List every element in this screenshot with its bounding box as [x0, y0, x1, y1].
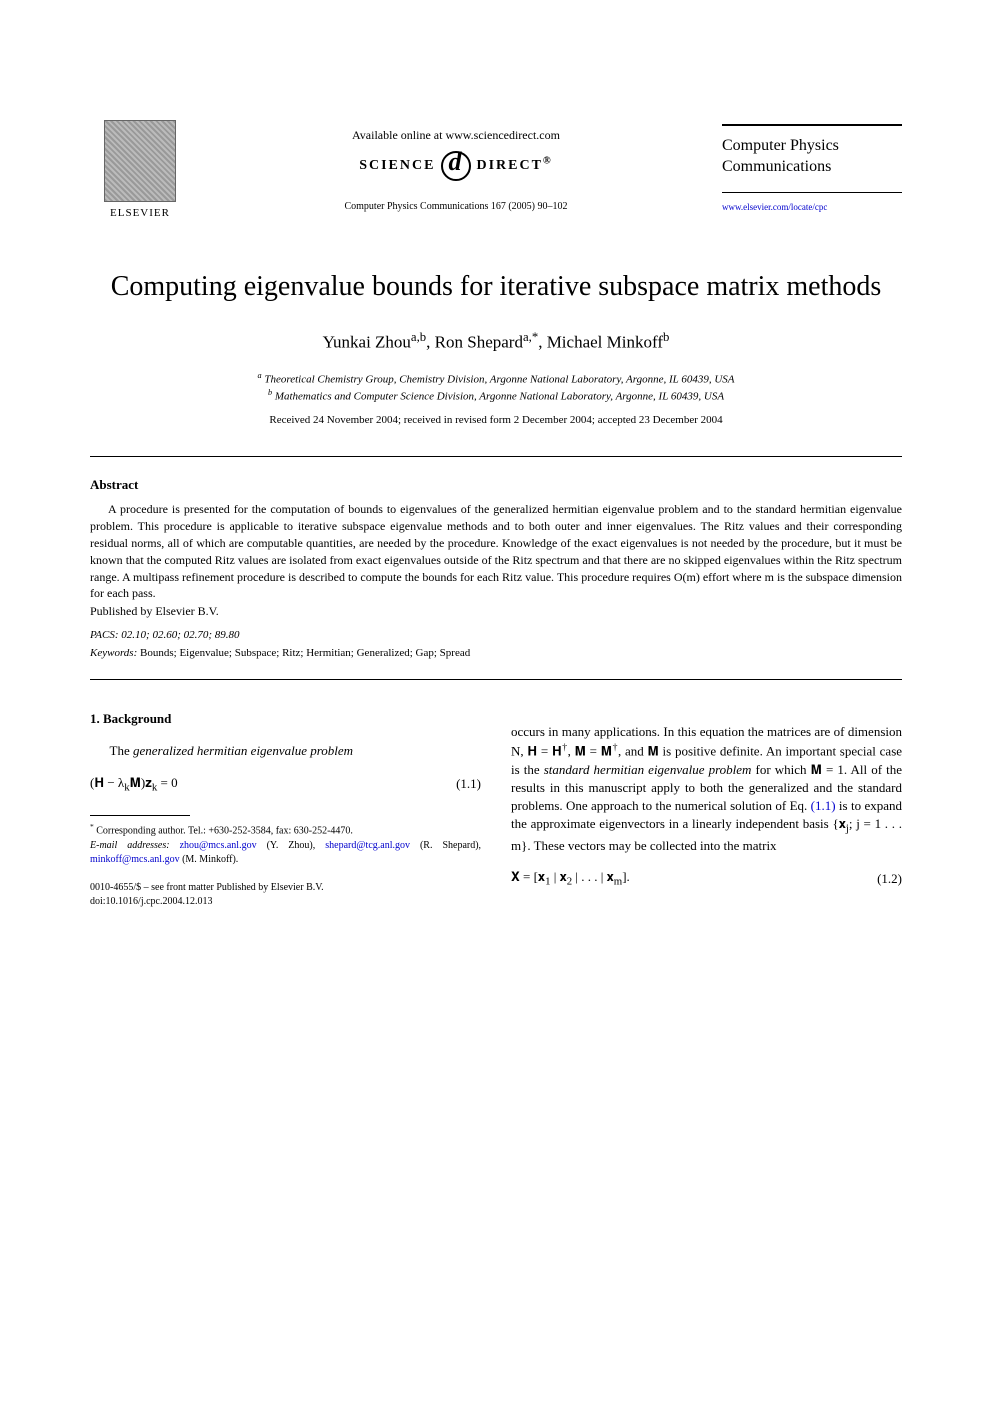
- journal-reference: Computer Physics Communications 167 (200…: [190, 201, 722, 212]
- header-right: Computer Physics Communications www.else…: [722, 124, 902, 216]
- affil-b-sup: b: [268, 388, 272, 397]
- author-3-affil: b: [663, 330, 669, 344]
- footnote-emails: E-mail addresses: zhou@mcs.anl.gov (Y. Z…: [90, 839, 481, 867]
- journal-url-link[interactable]: www.elsevier.com/locate/cpc: [722, 202, 827, 212]
- left-column: 1. Background The The generalized hermit…: [90, 710, 481, 908]
- section-1-heading: 1. Background: [90, 710, 481, 728]
- equation-1-1: (𝐇 − λk𝐌)𝐳k = 0 (1.1): [90, 774, 481, 796]
- right-col-p1: occurs in many applications. In this equ…: [511, 723, 902, 855]
- paper-page: ELSEVIER Available online at www.science…: [0, 0, 992, 969]
- email-3[interactable]: minkoff@mcs.anl.gov: [90, 854, 180, 865]
- eq-1-2-num: (1.2): [877, 870, 902, 888]
- authors-line: Yunkai Zhoua,b, Ron Sheparda,*, Michael …: [90, 330, 902, 353]
- email-1[interactable]: zhou@mcs.anl.gov: [180, 840, 257, 851]
- pacs-line: PACS: 02.10; 02.60; 02.70; 89.80: [90, 629, 902, 641]
- affiliation-a: a Theoretical Chemistry Group, Chemistry…: [90, 371, 902, 386]
- sd-left: SCIENCE: [359, 158, 435, 173]
- eqref-1-1[interactable]: (1.1): [811, 798, 836, 813]
- footnote-corr-text: Corresponding author. Tel.: +630-252-358…: [96, 826, 353, 837]
- email-3-name: (M. Minkoff).: [182, 854, 238, 865]
- abstract-text: A procedure is presented for the computa…: [90, 501, 902, 602]
- two-column-body: 1. Background The The generalized hermit…: [90, 710, 902, 908]
- footnote-corresponding: * Corresponding author. Tel.: +630-252-3…: [90, 822, 481, 838]
- doi-line-1: 0010-4655/$ – see front matter Published…: [90, 881, 481, 895]
- sd-reg: ®: [543, 155, 553, 166]
- affil-a-sup: a: [257, 371, 261, 380]
- eq-1-1-num: (1.1): [456, 775, 481, 793]
- equation-1-2: 𝐗 = [𝐱1 | 𝐱2 | . . . | 𝐱m]. (1.2): [511, 868, 902, 890]
- bottom-rule: [722, 192, 902, 193]
- elsevier-block: ELSEVIER: [90, 120, 190, 219]
- email-1-name: (Y. Zhou),: [267, 840, 316, 851]
- sciencedirect-at-icon: d: [441, 151, 471, 181]
- manuscript-dates: Received 24 November 2004; received in r…: [90, 414, 902, 426]
- eq-1-2-body: 𝐗 = [𝐱1 | 𝐱2 | . . . | 𝐱m].: [511, 868, 630, 890]
- author-2-affil: a,: [523, 330, 532, 344]
- author-3: Michael Minkoff: [547, 333, 663, 352]
- email-2-name: (R. Shepard),: [420, 840, 481, 851]
- available-online-text: Available online at www.sciencedirect.co…: [190, 128, 722, 143]
- footnote-star: *: [90, 822, 94, 831]
- top-rule: [722, 124, 902, 126]
- section-1-p1: The The generalized hermitian eigenvalue…: [90, 742, 481, 760]
- abstract-heading: Abstract: [90, 477, 902, 493]
- author-2: Ron Shepard: [435, 333, 523, 352]
- journal-name-line1: Computer Physics: [722, 136, 902, 157]
- affil-a-text: Theoretical Chemistry Group, Chemistry D…: [264, 374, 734, 386]
- keywords-line: Keywords: Bounds; Eigenvalue; Subspace; …: [90, 647, 902, 659]
- doi-block: 0010-4655/$ – see front matter Published…: [90, 881, 481, 909]
- author-1: Yunkai Zhou: [323, 333, 411, 352]
- elsevier-tree-logo: [104, 120, 176, 202]
- eq-1-1-body: (𝐇 − λk𝐌)𝐳k = 0: [90, 774, 178, 796]
- separator-1: [90, 456, 902, 457]
- right-column: occurs in many applications. In this equ…: [511, 710, 902, 908]
- keywords-list: Bounds; Eigenvalue; Subspace; Ritz; Herm…: [140, 647, 470, 659]
- pacs-label: PACS:: [90, 629, 119, 641]
- affiliation-b: b Mathematics and Computer Science Divis…: [90, 388, 902, 403]
- sd-right: DIRECT: [476, 158, 542, 173]
- author-1-affil: a,b: [411, 330, 426, 344]
- elsevier-wordmark: ELSEVIER: [90, 207, 190, 219]
- published-by: Published by Elsevier B.V.: [90, 604, 902, 619]
- email-label: E-mail addresses:: [90, 840, 170, 851]
- affil-b-text: Mathematics and Computer Science Divisio…: [275, 390, 724, 402]
- paper-title: Computing eigenvalue bounds for iterativ…: [90, 269, 902, 305]
- footnote-separator: [90, 815, 190, 816]
- journal-name-line2: Communications: [722, 157, 902, 178]
- pacs-codes: 02.10; 02.60; 02.70; 89.80: [121, 629, 239, 641]
- keywords-label: Keywords:: [90, 647, 137, 659]
- separator-2: [90, 679, 902, 680]
- header-row: ELSEVIER Available online at www.science…: [90, 120, 902, 219]
- author-2-corr: *: [532, 330, 538, 344]
- header-center: Available online at www.sciencedirect.co…: [190, 128, 722, 212]
- email-2[interactable]: shepard@tcg.anl.gov: [325, 840, 410, 851]
- sciencedirect-logo: SCIENCE d DIRECT®: [190, 151, 722, 181]
- doi-line-2: doi:10.1016/j.cpc.2004.12.013: [90, 895, 481, 909]
